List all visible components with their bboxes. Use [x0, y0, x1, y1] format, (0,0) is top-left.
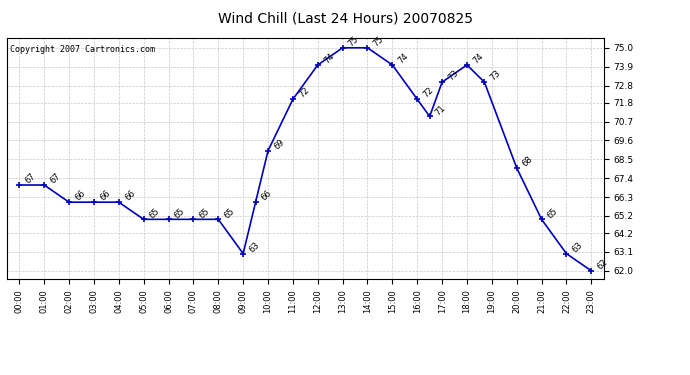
Text: 67: 67	[48, 172, 62, 186]
Text: 66: 66	[123, 189, 137, 203]
Text: 62: 62	[595, 258, 609, 272]
Text: 66: 66	[259, 189, 274, 203]
Text: 71: 71	[434, 103, 448, 117]
Text: 72: 72	[422, 86, 435, 100]
Text: 75: 75	[347, 34, 361, 48]
Text: 65: 65	[148, 206, 161, 220]
Text: 68: 68	[521, 154, 535, 168]
Text: 65: 65	[546, 206, 560, 220]
Text: 72: 72	[297, 86, 311, 100]
Text: 65: 65	[172, 206, 186, 220]
Text: 65: 65	[197, 206, 211, 220]
Text: Copyright 2007 Cartronics.com: Copyright 2007 Cartronics.com	[10, 45, 155, 54]
Text: 66: 66	[73, 189, 87, 203]
Text: 74: 74	[471, 52, 485, 66]
Text: 65: 65	[222, 206, 237, 220]
Text: 66: 66	[98, 189, 112, 203]
Text: 75: 75	[372, 34, 386, 48]
Text: 63: 63	[247, 240, 262, 254]
Text: 73: 73	[489, 69, 502, 83]
Text: 67: 67	[23, 172, 37, 186]
Text: 74: 74	[397, 52, 411, 66]
Text: 74: 74	[322, 52, 336, 66]
Text: 63: 63	[571, 240, 584, 254]
Text: Wind Chill (Last 24 Hours) 20070825: Wind Chill (Last 24 Hours) 20070825	[217, 11, 473, 25]
Text: 73: 73	[446, 69, 460, 83]
Text: 69: 69	[272, 138, 286, 152]
